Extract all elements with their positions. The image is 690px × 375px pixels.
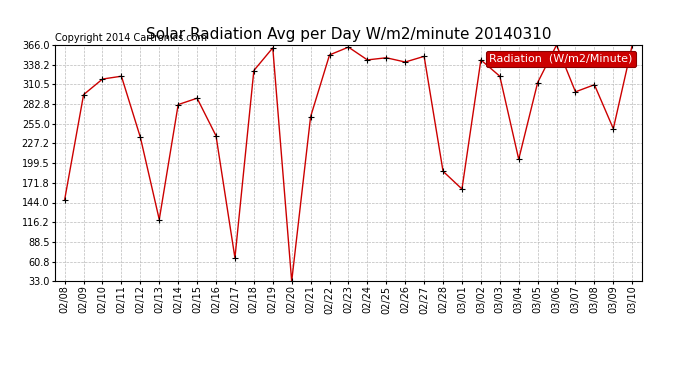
- Legend: Radiation  (W/m2/Minute): Radiation (W/m2/Minute): [486, 51, 636, 67]
- Text: Copyright 2014 Cartronics.com: Copyright 2014 Cartronics.com: [55, 33, 207, 43]
- Title: Solar Radiation Avg per Day W/m2/minute 20140310: Solar Radiation Avg per Day W/m2/minute …: [146, 27, 551, 42]
